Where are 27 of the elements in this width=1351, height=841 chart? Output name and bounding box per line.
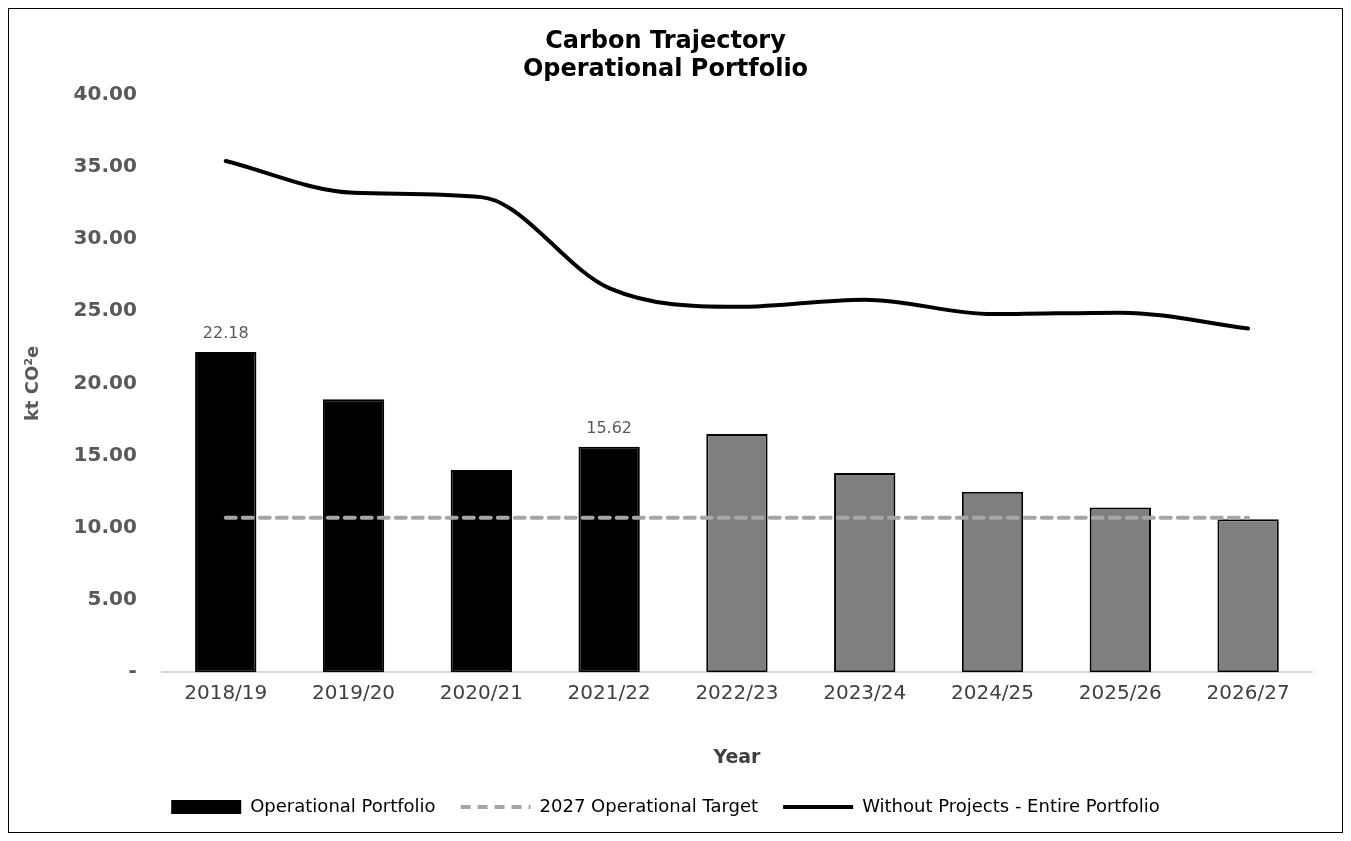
data-label: 15.62: [586, 417, 633, 437]
y-tick-label: 25.00: [73, 297, 137, 322]
y-tick-label: 10.00: [73, 514, 137, 538]
y-tick-label: 30.00: [73, 225, 137, 250]
x-axis-title: Year: [712, 744, 762, 767]
chart-title: Carbon Trajectory: [545, 25, 787, 54]
x-tick-label: 2019/20: [312, 680, 396, 705]
y-tick-label: 20.00: [73, 369, 137, 394]
data-label: 22.18: [202, 323, 249, 343]
x-tick-label: 2021/22: [567, 680, 651, 705]
x-tick-label: 2020/21: [439, 680, 523, 705]
legend-label: 2027 Operational Target: [539, 794, 759, 816]
x-tick-label: 2024/25: [950, 680, 1035, 705]
y-axis-title: kt CO²e: [21, 345, 43, 422]
legend-label: Without Projects - Entire Portfolio: [862, 794, 1160, 816]
y-tick-label: 35.00: [73, 153, 137, 177]
y-tick-label: 15.00: [73, 441, 137, 466]
chart-subtitle: Operational Portfolio: [522, 54, 809, 83]
y-tick-label: -: [128, 658, 137, 683]
x-tick-label: 2022/23: [695, 680, 779, 705]
y-tick-label: 5.00: [87, 586, 137, 611]
y-tick-label: 40.00: [73, 80, 137, 105]
legend-label: Operational Portfolio: [250, 794, 436, 816]
x-tick-label: 2023/24: [823, 680, 907, 705]
x-tick-label: 2025/26: [1078, 680, 1162, 705]
x-tick-label: 2018/19: [184, 680, 268, 705]
x-tick-label: 2026/27: [1206, 680, 1290, 705]
